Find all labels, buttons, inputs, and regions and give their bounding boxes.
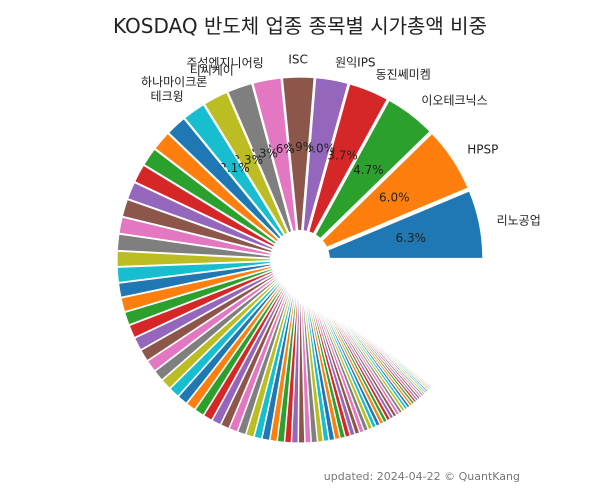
pie-slice-minor-20 <box>116 260 293 284</box>
slice-percent-label: 2.9% <box>284 140 315 154</box>
pie-slice-5 <box>300 77 349 253</box>
pie-slice-minor-15 <box>126 181 293 258</box>
slice-name-label: 주성엔지니어링 <box>186 56 263 70</box>
slice-percent-label: 3.7% <box>327 148 358 162</box>
pie-slice-3 <box>304 99 431 255</box>
slice-percent-label: 2.6% <box>264 142 295 156</box>
pie-slice-minor-13 <box>143 148 294 256</box>
pie-slice-minor-24 <box>128 262 293 339</box>
pie-slice-minor-22 <box>120 261 293 313</box>
pie-slice-4 <box>302 83 389 253</box>
pie-center-hole <box>270 230 330 290</box>
pie-slice-9 <box>203 91 297 254</box>
slice-percent-label: 6.3% <box>396 231 427 245</box>
pie-slice-minor-21 <box>117 260 293 299</box>
pie-slice-minor-11 <box>167 117 296 255</box>
footer-note: updated: 2024-04-22 © QuantKang <box>323 470 520 483</box>
pie-slice-10 <box>183 103 296 254</box>
pie-slice-minor-23 <box>123 261 293 326</box>
pie-slice-7 <box>252 77 300 253</box>
slice-percent-label: 3.0% <box>305 142 336 156</box>
slice-percent-label: 4.7% <box>353 163 384 177</box>
pie-slice-1 <box>307 190 484 260</box>
slice-percent-label: 6.0% <box>379 191 410 205</box>
slice-name-label: 테크윙 <box>151 90 184 104</box>
slice-name-label: 원익IPS <box>335 56 375 70</box>
slice-name-label: 하나마이크론 <box>141 75 207 89</box>
slice-name-label: ISC <box>288 53 308 67</box>
pie-slice-minor-17 <box>118 216 293 260</box>
slice-name-label: HPSP <box>467 142 498 156</box>
pie-slice-6 <box>281 76 315 253</box>
slice-name-label: 동진쎄미켐 <box>376 67 431 81</box>
pie-slice-minor-14 <box>133 164 294 257</box>
chart-title: KOSDAQ 반도체 업종 종목별 시가총액 비중 <box>113 14 487 38</box>
pie-slice-minor-16 <box>121 198 293 259</box>
slice-name-label: 티씨케이 <box>190 64 234 78</box>
pie-slice-8 <box>227 82 298 253</box>
pie-slice-minor-19 <box>116 250 293 268</box>
pie-slice-minor-88 <box>305 264 436 386</box>
pie-slice-2 <box>306 132 469 257</box>
pie-slice-minor-18 <box>116 233 293 260</box>
slice-name-label: 리노공업 <box>497 214 541 228</box>
slice-name-label: 이오테크닉스 <box>421 93 487 107</box>
pie-slice-minor-12 <box>154 132 295 256</box>
